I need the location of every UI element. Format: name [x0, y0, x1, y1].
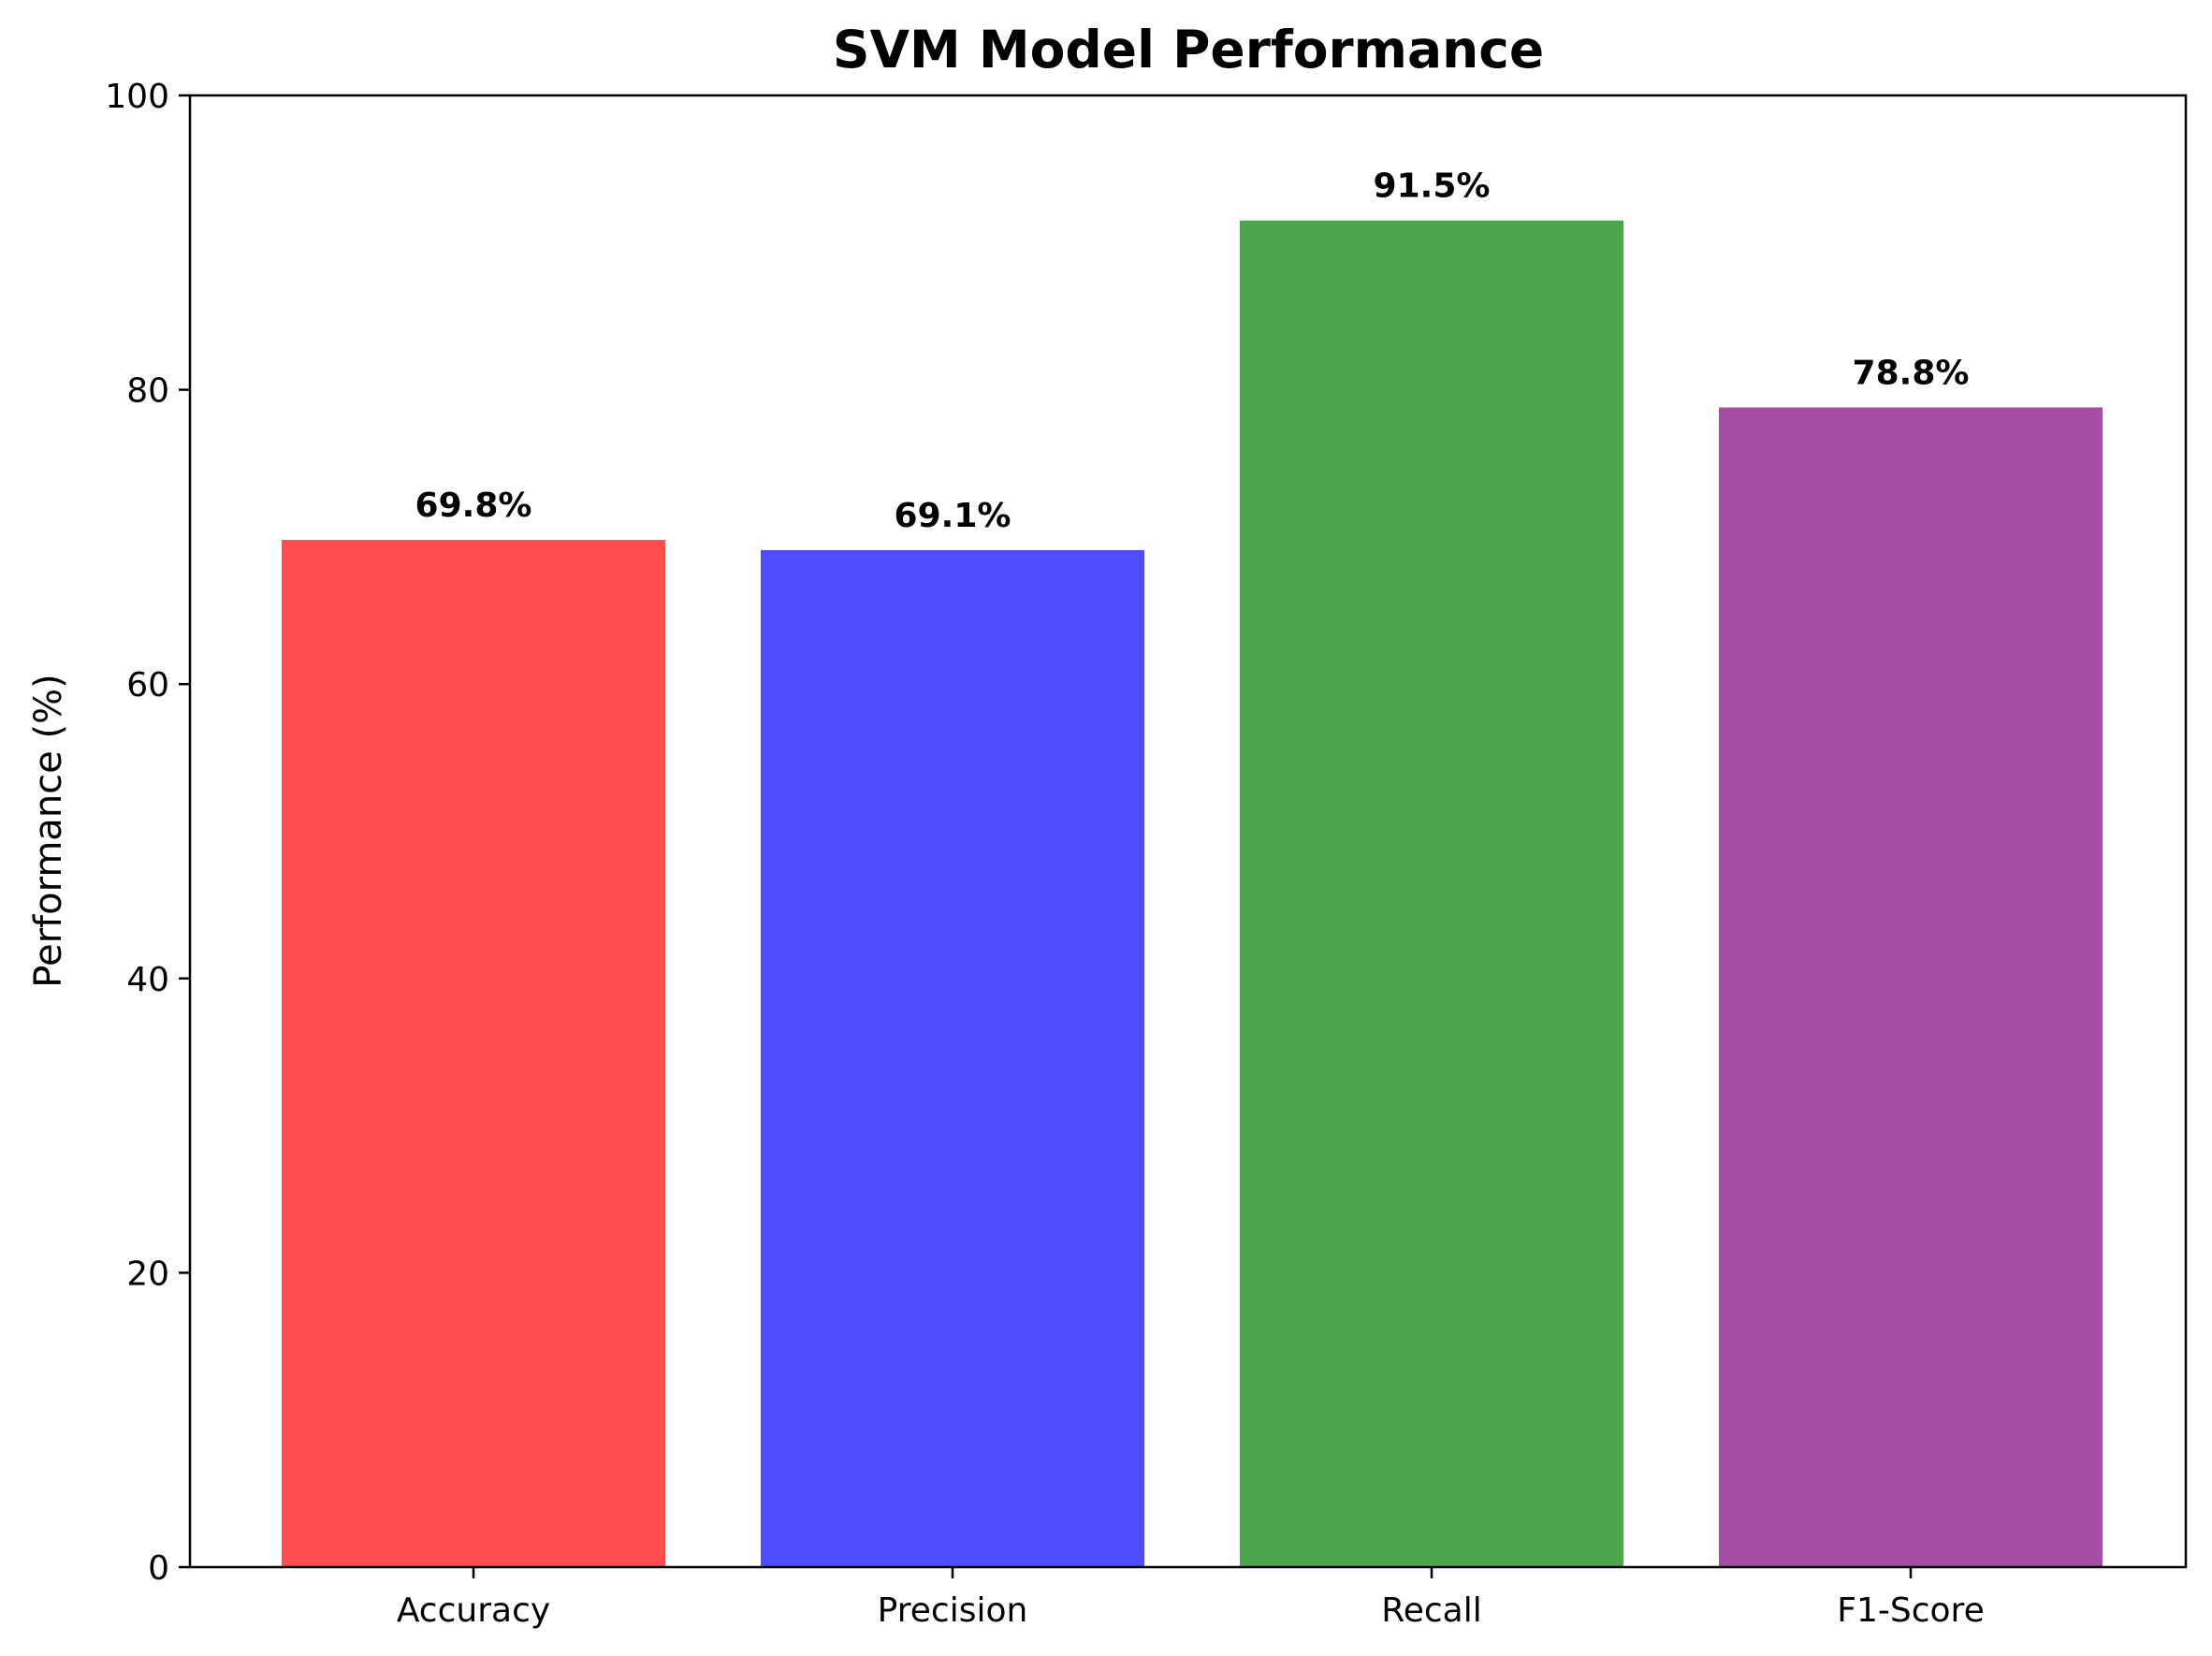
y-tick-label-0: 0 [148, 1549, 169, 1588]
y-tick-label-40: 40 [126, 961, 169, 999]
x-axis-ticks: Accuracy Precision Recall F1-Score [397, 1567, 1985, 1630]
y-tick-label-60: 60 [126, 666, 169, 705]
data-label-accuracy: 69.8% [415, 487, 532, 525]
data-label-f1-score: 78.8% [1853, 354, 1970, 392]
x-tick-label-precision: Precision [878, 1591, 1028, 1630]
x-tick-label-f1-score: F1-Score [1837, 1591, 1984, 1630]
y-axis-ticks: 0 20 40 60 80 100 [105, 78, 190, 1588]
y-tick-label-80: 80 [126, 372, 169, 411]
data-label-precision: 69.1% [895, 497, 1011, 535]
y-tick-label-100: 100 [105, 78, 169, 116]
y-axis-label: Performance (%) [27, 674, 70, 987]
bars-layer [282, 220, 2103, 1568]
data-label-recall: 91.5% [1374, 167, 1491, 206]
x-tick-label-accuracy: Accuracy [397, 1591, 550, 1630]
data-labels-layer: 69.8% 69.1% 91.5% 78.8% [415, 167, 1970, 535]
x-tick-label-recall: Recall [1381, 1591, 1481, 1630]
chart-title: SVM Model Performance [833, 20, 1544, 80]
bar-precision [761, 550, 1144, 1567]
plot-frame [188, 94, 2188, 1569]
y-tick-label-20: 20 [126, 1255, 169, 1293]
bar-accuracy [282, 540, 665, 1567]
bar-recall [1240, 220, 1623, 1568]
bar-f1-score [1719, 407, 2103, 1567]
